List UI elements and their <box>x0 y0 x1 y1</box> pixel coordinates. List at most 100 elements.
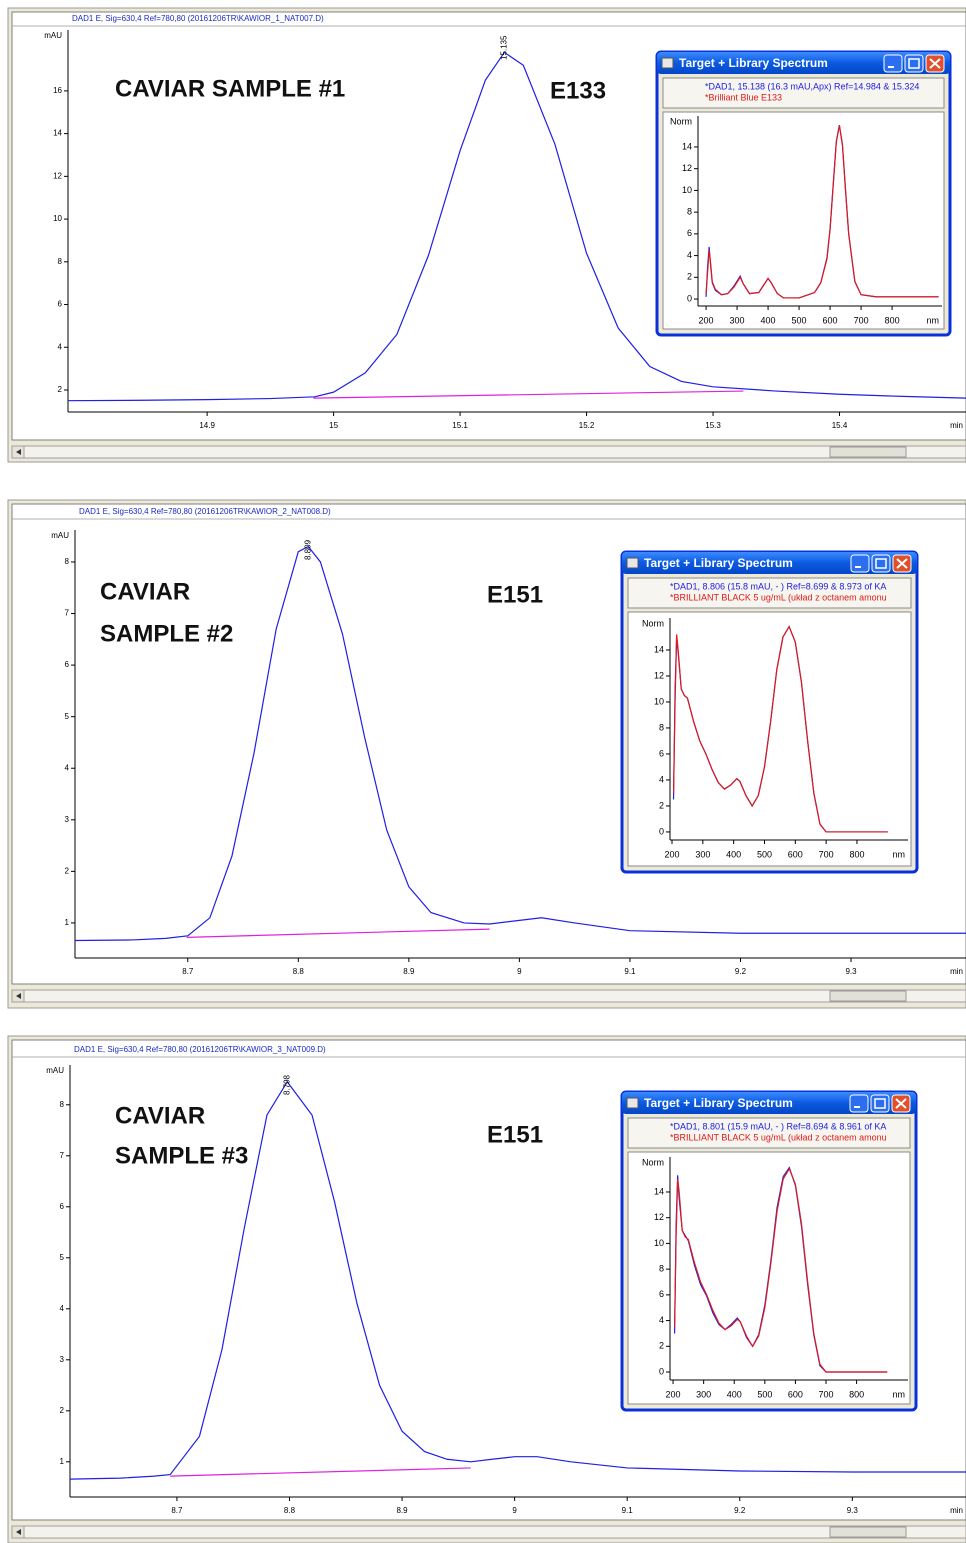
x-tick-label: 600 <box>788 849 803 859</box>
maximize-glyph <box>875 558 887 569</box>
x-tick-label: 8.9 <box>396 1506 408 1515</box>
dye-label: E151 <box>487 581 543 608</box>
window-icon <box>626 557 639 569</box>
scroll-left-arrow <box>16 1529 21 1535</box>
sample-label: CAVIAR <box>115 1102 205 1129</box>
legend-entry: *BRILLIANT BLACK 5 ug/mL (układ z octane… <box>670 1132 887 1142</box>
y-tick-label: 6 <box>659 748 664 758</box>
x-axis-label: nm <box>892 849 905 859</box>
y-tick-label: 8 <box>58 257 63 266</box>
y-tick-label: 8 <box>687 207 692 217</box>
y-tick-label: 16 <box>53 86 62 95</box>
x-axis-label: min <box>950 421 963 430</box>
y-axis-label: mAU <box>46 1066 64 1075</box>
legend-box <box>662 77 945 109</box>
x-tick-label: 9.3 <box>845 967 857 976</box>
x-tick-label: 200 <box>699 315 714 325</box>
y-axis-label: mAU <box>51 531 69 540</box>
y-tick-label: 8 <box>60 1100 65 1109</box>
series-line <box>186 928 490 938</box>
x-axis-label: min <box>950 1506 963 1515</box>
y-tick-label: 4 <box>60 1304 65 1313</box>
spectrum-plot-background <box>662 111 945 330</box>
y-tick-label: 12 <box>53 171 62 180</box>
legend-entry: *BRILLIANT BLACK 5 ug/mL (układ z octane… <box>670 592 887 602</box>
x-tick-label: 8.7 <box>171 1506 183 1515</box>
series-line <box>672 625 888 833</box>
window-title: Target + Library Spectrum <box>679 56 828 70</box>
window-title: Target + Library Spectrum <box>644 556 793 570</box>
series-line <box>170 1467 471 1477</box>
y-tick-label: 4 <box>659 1315 664 1325</box>
x-tick-label: 300 <box>730 315 745 325</box>
series-line <box>69 1080 966 1480</box>
x-tick-label: 500 <box>792 315 807 325</box>
x-tick-label: 9 <box>512 1506 517 1515</box>
x-tick-label: 9 <box>517 967 522 976</box>
maximize-button[interactable] <box>870 1094 890 1113</box>
x-tick-label: 800 <box>849 1389 864 1399</box>
y-tick-label: 7 <box>60 1151 65 1160</box>
x-tick-label: 300 <box>695 849 710 859</box>
x-tick-label: 700 <box>819 849 834 859</box>
x-tick-label: 8.8 <box>293 967 305 976</box>
y-tick-label: 6 <box>687 228 692 238</box>
x-tick-label: 200 <box>664 849 679 859</box>
scroll-thumb <box>829 446 907 458</box>
y-tick-label: 5 <box>60 1253 65 1262</box>
close-glyph <box>895 1098 907 1109</box>
x-tick-label: 14.9 <box>199 421 215 430</box>
y-tick-label: 12 <box>654 1212 664 1222</box>
x-tick-label: 700 <box>854 315 869 325</box>
x-tick-label: 9.3 <box>847 1506 859 1515</box>
maximize-button[interactable] <box>904 54 924 73</box>
y-tick-label: 12 <box>682 163 692 173</box>
sample-label: SAMPLE #2 <box>100 620 233 647</box>
series-line <box>67 51 966 402</box>
window-titlebar <box>622 1092 916 1114</box>
y-tick-label: 6 <box>60 1202 65 1211</box>
minimize-button[interactable] <box>849 1094 869 1113</box>
scrollbar <box>11 445 966 459</box>
x-tick-label: 8.7 <box>182 967 194 976</box>
y-tick-label: 4 <box>58 342 63 351</box>
x-tick-label: 400 <box>761 315 776 325</box>
x-tick-label: 15 <box>329 421 338 430</box>
series-line <box>313 390 744 399</box>
minimize-button[interactable] <box>883 54 903 73</box>
x-tick-label: 9.2 <box>735 967 747 976</box>
y-tick-label: 4 <box>687 250 692 260</box>
sample-label: CAVIAR <box>100 578 190 605</box>
scroll-left-arrow <box>16 993 21 999</box>
x-tick-label: 15.4 <box>832 421 848 430</box>
y-tick-label: 5 <box>65 712 70 721</box>
scroll-thumb <box>829 1526 907 1538</box>
maximize-button[interactable] <box>871 554 891 573</box>
x-tick-label: 700 <box>818 1389 833 1399</box>
x-tick-label: 9.2 <box>734 1506 746 1515</box>
x-tick-label: 15.1 <box>452 421 468 430</box>
y-tick-label: 0 <box>659 1366 664 1376</box>
y-axis-label: Norm <box>642 618 664 628</box>
legend-box <box>627 1117 911 1149</box>
x-axis-label: nm <box>926 315 939 325</box>
y-tick-label: 2 <box>659 800 664 810</box>
window-titlebar <box>657 52 950 74</box>
x-tick-label: 300 <box>696 1389 711 1399</box>
window-icon <box>661 57 674 69</box>
window-title: Target + Library Spectrum <box>644 1096 793 1110</box>
x-tick-label: 800 <box>849 849 864 859</box>
y-tick-label: 14 <box>53 129 62 138</box>
y-tick-label: 1 <box>60 1457 65 1466</box>
x-tick-label: 9.1 <box>622 1506 634 1515</box>
x-tick-label: 600 <box>788 1389 803 1399</box>
y-tick-label: 8 <box>65 557 70 566</box>
y-tick-label: 6 <box>659 1289 664 1299</box>
legend-entry: *DAD1, 15.138 (16.3 mAU,Apx) Ref=14.984 … <box>705 81 919 91</box>
scroll-left-arrow <box>16 449 21 455</box>
minimize-button[interactable] <box>850 554 870 573</box>
y-tick-label: 8 <box>659 722 664 732</box>
y-tick-label: 12 <box>654 670 664 680</box>
